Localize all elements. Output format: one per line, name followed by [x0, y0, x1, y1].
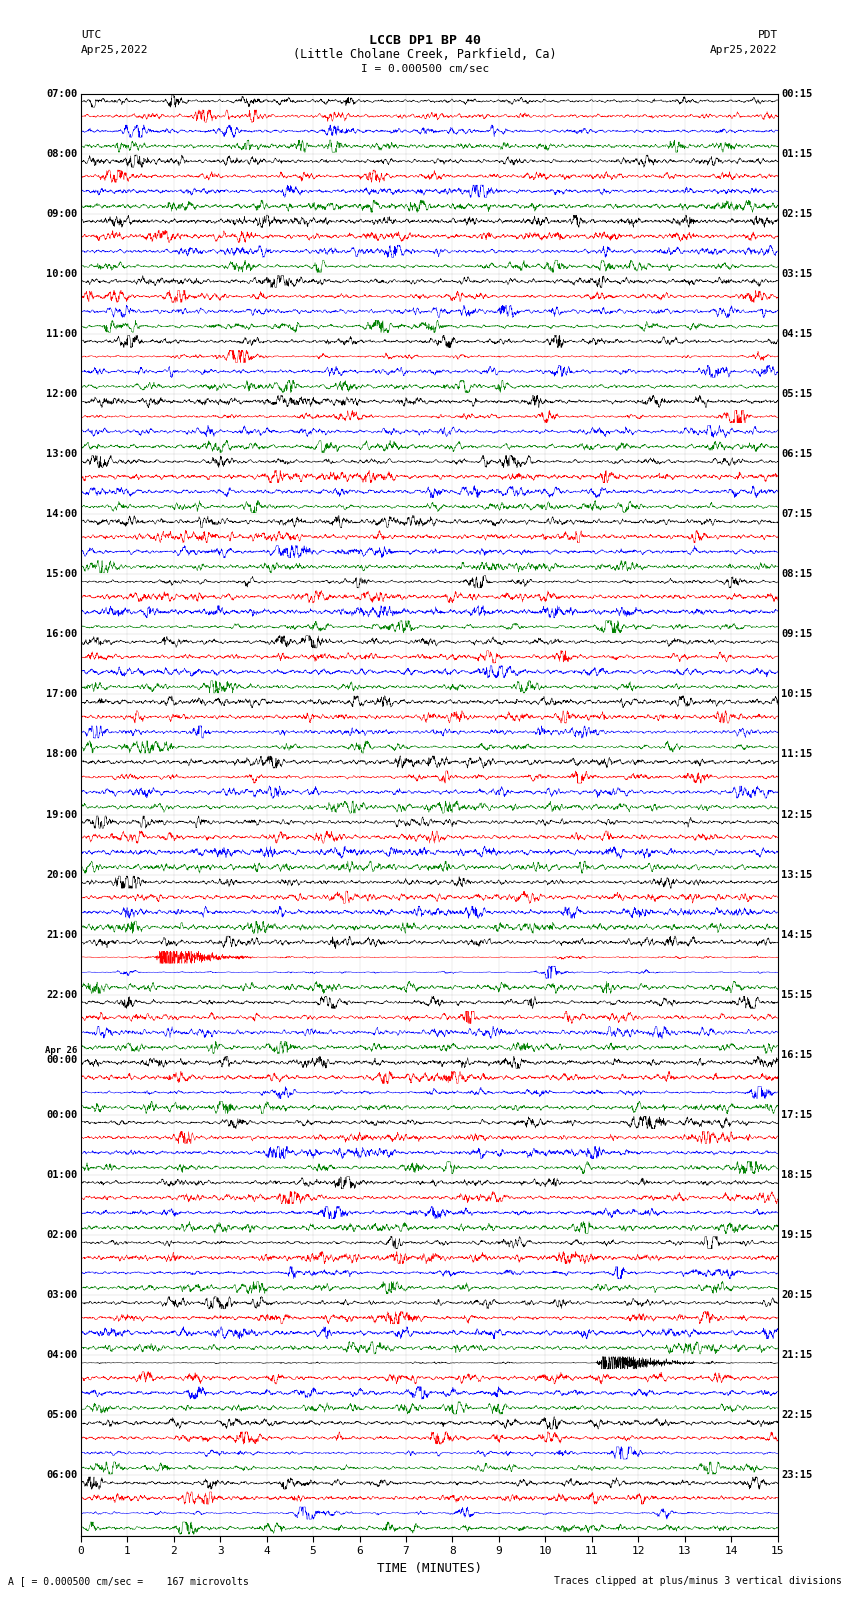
- Text: 17:15: 17:15: [781, 1110, 813, 1119]
- Text: 23:15: 23:15: [781, 1471, 813, 1481]
- Text: 01:15: 01:15: [781, 148, 813, 158]
- Text: UTC: UTC: [81, 31, 101, 40]
- Text: 08:15: 08:15: [781, 569, 813, 579]
- Text: 15:15: 15:15: [781, 990, 813, 1000]
- Text: 15:00: 15:00: [46, 569, 77, 579]
- Text: Apr25,2022: Apr25,2022: [81, 45, 148, 55]
- Text: 05:00: 05:00: [46, 1410, 77, 1421]
- Text: 00:00: 00:00: [46, 1055, 77, 1065]
- Text: 22:15: 22:15: [781, 1410, 813, 1421]
- Text: 21:00: 21:00: [46, 929, 77, 940]
- Text: 14:00: 14:00: [46, 510, 77, 519]
- Text: 07:00: 07:00: [46, 89, 77, 98]
- Text: 07:15: 07:15: [781, 510, 813, 519]
- Text: 16:00: 16:00: [46, 629, 77, 639]
- Text: 03:00: 03:00: [46, 1290, 77, 1300]
- Text: 06:15: 06:15: [781, 448, 813, 460]
- Text: 05:15: 05:15: [781, 389, 813, 398]
- Text: (Little Cholane Creek, Parkfield, Ca): (Little Cholane Creek, Parkfield, Ca): [293, 48, 557, 61]
- Text: 04:15: 04:15: [781, 329, 813, 339]
- Text: 00:15: 00:15: [781, 89, 813, 98]
- Text: 09:15: 09:15: [781, 629, 813, 639]
- Text: 18:15: 18:15: [781, 1169, 813, 1181]
- Text: 02:00: 02:00: [46, 1231, 77, 1240]
- Text: 03:15: 03:15: [781, 269, 813, 279]
- Text: 00:00: 00:00: [46, 1110, 77, 1119]
- Text: 10:00: 10:00: [46, 269, 77, 279]
- Text: 01:00: 01:00: [46, 1169, 77, 1181]
- Text: 08:00: 08:00: [46, 148, 77, 158]
- Text: I = 0.000500 cm/sec: I = 0.000500 cm/sec: [361, 65, 489, 74]
- Text: 22:00: 22:00: [46, 990, 77, 1000]
- Text: LCCB DP1 BP 40: LCCB DP1 BP 40: [369, 34, 481, 47]
- Text: 06:00: 06:00: [46, 1471, 77, 1481]
- Text: 09:00: 09:00: [46, 208, 77, 219]
- Text: 11:15: 11:15: [781, 750, 813, 760]
- Text: 10:15: 10:15: [781, 689, 813, 700]
- Text: Apr 26: Apr 26: [45, 1045, 77, 1055]
- Text: A [ = 0.000500 cm/sec =    167 microvolts: A [ = 0.000500 cm/sec = 167 microvolts: [8, 1576, 249, 1586]
- Text: 19:00: 19:00: [46, 810, 77, 819]
- Text: 19:15: 19:15: [781, 1231, 813, 1240]
- Text: 20:15: 20:15: [781, 1290, 813, 1300]
- Text: Apr25,2022: Apr25,2022: [711, 45, 778, 55]
- X-axis label: TIME (MINUTES): TIME (MINUTES): [377, 1561, 482, 1574]
- Text: 20:00: 20:00: [46, 869, 77, 879]
- Text: 13:00: 13:00: [46, 448, 77, 460]
- Text: 04:00: 04:00: [46, 1350, 77, 1360]
- Text: PDT: PDT: [757, 31, 778, 40]
- Text: 18:00: 18:00: [46, 750, 77, 760]
- Text: 21:15: 21:15: [781, 1350, 813, 1360]
- Text: 14:15: 14:15: [781, 929, 813, 940]
- Text: 16:15: 16:15: [781, 1050, 813, 1060]
- Text: 13:15: 13:15: [781, 869, 813, 879]
- Text: 02:15: 02:15: [781, 208, 813, 219]
- Text: 17:00: 17:00: [46, 689, 77, 700]
- Text: 12:00: 12:00: [46, 389, 77, 398]
- Text: 12:15: 12:15: [781, 810, 813, 819]
- Text: Traces clipped at plus/minus 3 vertical divisions: Traces clipped at plus/minus 3 vertical …: [553, 1576, 842, 1586]
- Text: 11:00: 11:00: [46, 329, 77, 339]
